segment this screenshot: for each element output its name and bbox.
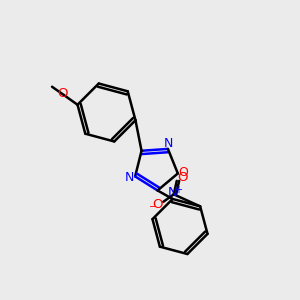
Text: O: O	[178, 166, 188, 179]
Text: N: N	[167, 186, 177, 199]
Text: N: N	[125, 171, 134, 184]
Text: +: +	[174, 184, 182, 194]
Text: N: N	[164, 137, 173, 150]
Text: O: O	[153, 198, 163, 211]
Text: −: −	[149, 202, 158, 212]
Text: O: O	[177, 171, 188, 184]
Text: O: O	[57, 87, 68, 100]
